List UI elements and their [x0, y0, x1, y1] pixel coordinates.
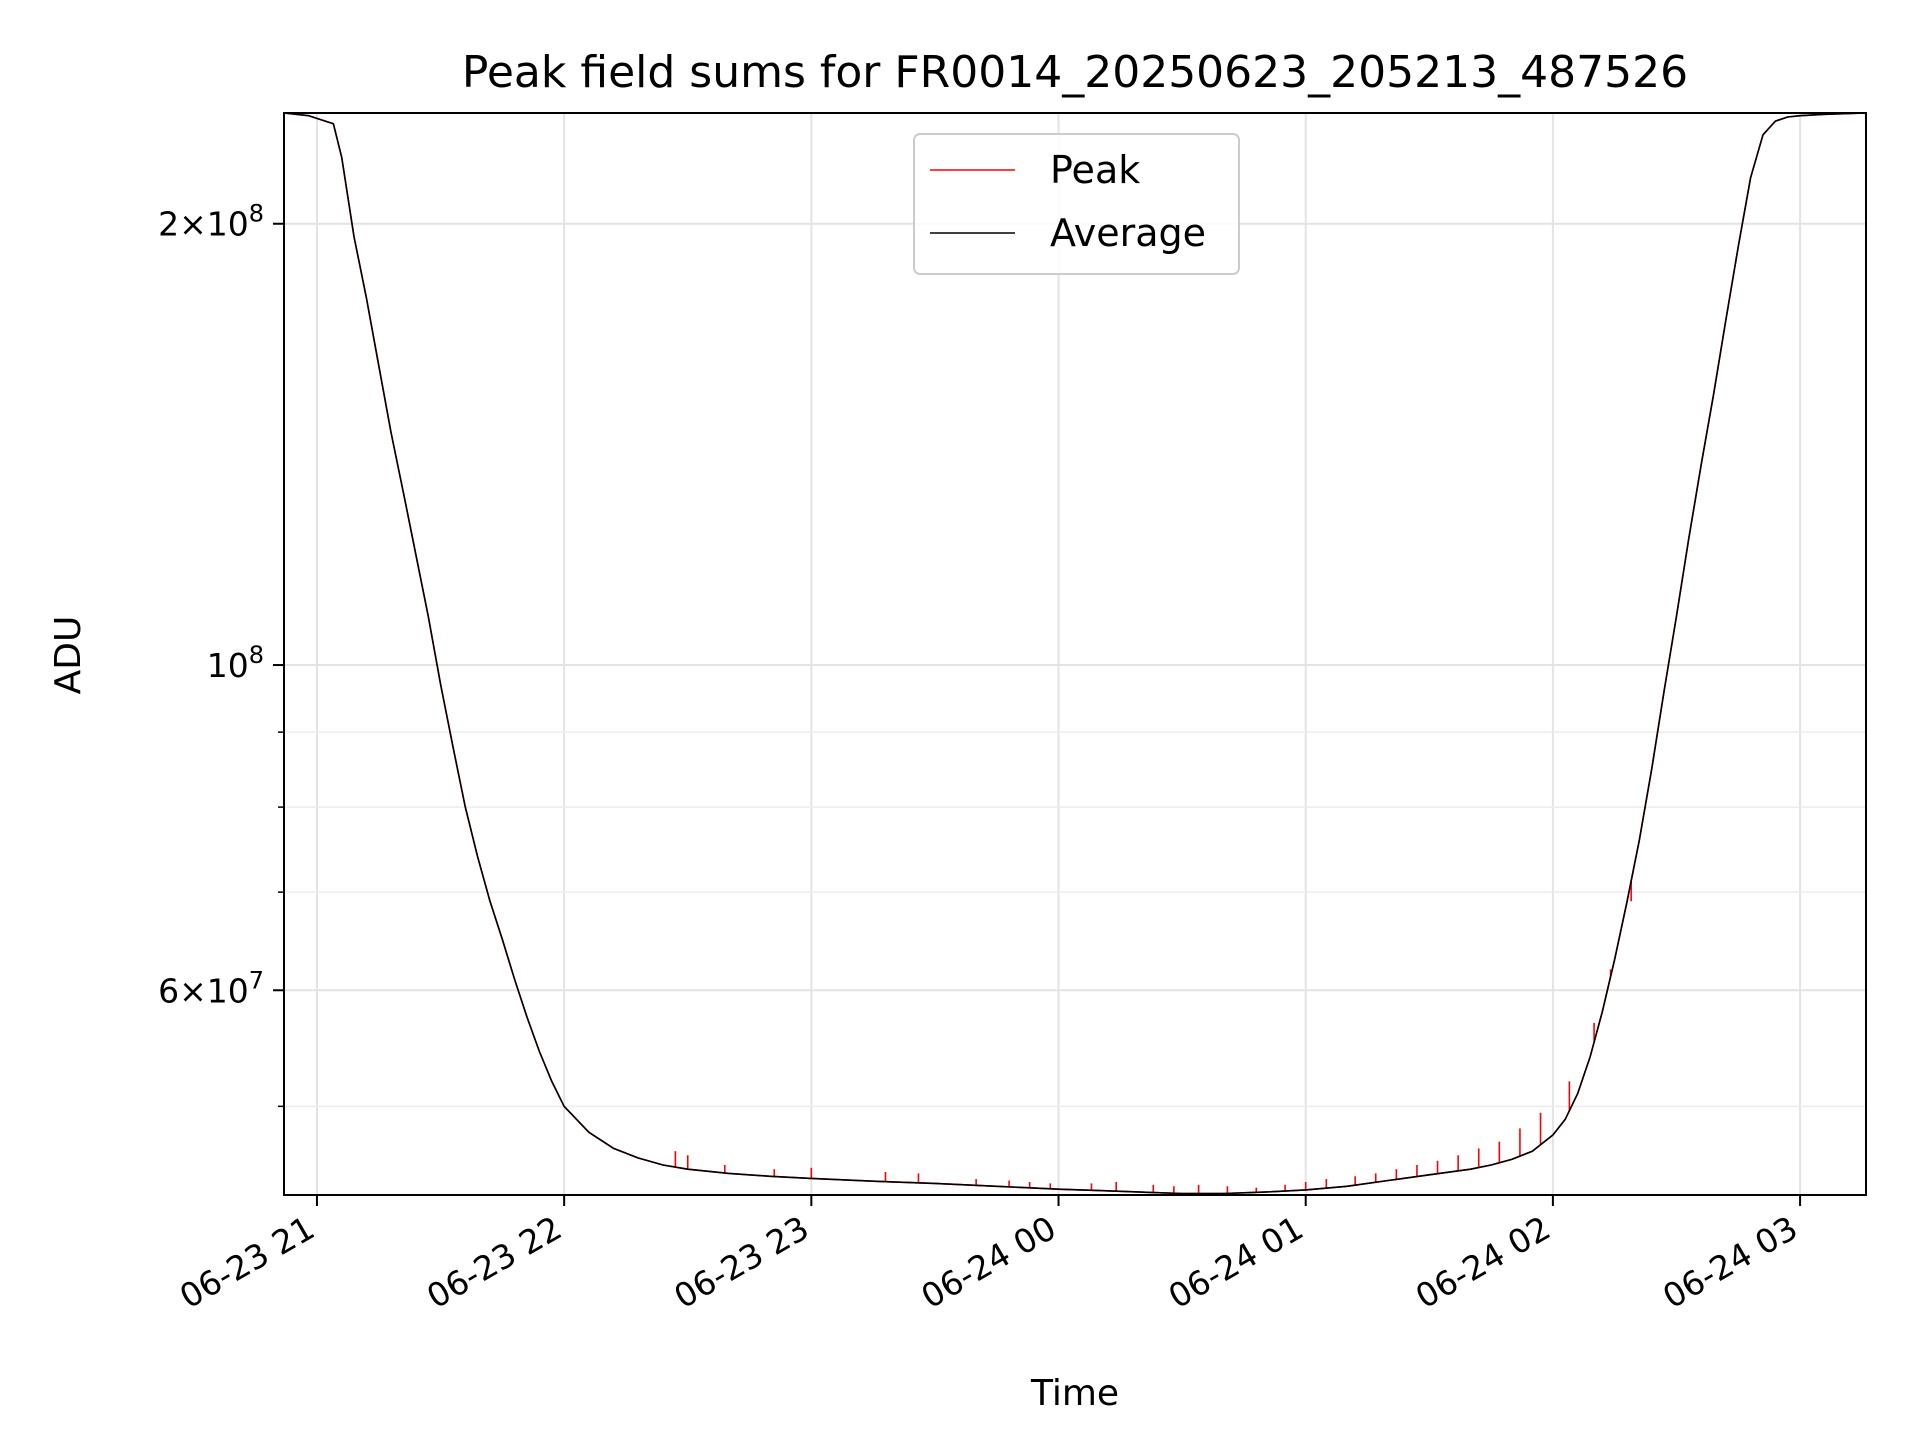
series-line-average: [283, 112, 1867, 1195]
plot-frame: [283, 112, 1867, 1196]
legend-label-peak: Peak: [1050, 148, 1140, 192]
series-layer: [283, 112, 1867, 1195]
x-axis-label: Time: [1030, 1373, 1119, 1414]
chart-title: Peak field sums for FR0014_20250623_2052…: [462, 47, 1688, 98]
y-axis-label: ADU: [48, 616, 89, 695]
legend-box: [913, 133, 1240, 275]
legend-label-average: Average: [1050, 211, 1206, 255]
legend: Peak Average: [913, 133, 1240, 275]
y-tick-label: 6×107: [158, 966, 264, 1010]
y-tick-label: 2×108: [158, 200, 264, 244]
plot-background: [284, 113, 1866, 1195]
